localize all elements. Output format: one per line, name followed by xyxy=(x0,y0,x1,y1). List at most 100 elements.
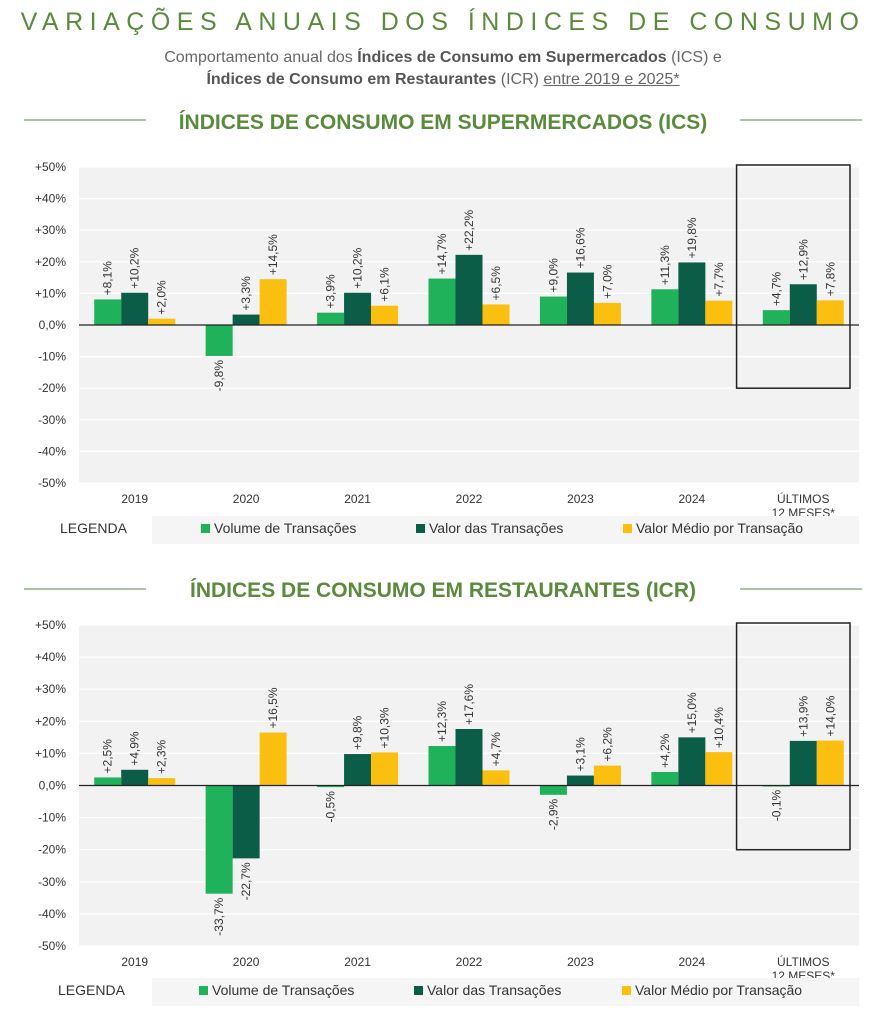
ics-data-label: +19,8% xyxy=(685,217,699,258)
icr-data-label: +3,1% xyxy=(573,737,587,772)
ics-highlight-box xyxy=(735,164,851,389)
icr-y-tick-label: +30% xyxy=(35,682,66,696)
ics-bar-valor-das-transacoes xyxy=(455,254,483,325)
icr-bar-valor-das-transacoes xyxy=(121,769,149,786)
ics-data-label: +10,2% xyxy=(128,247,142,288)
ics-y-tick-label: -30% xyxy=(38,413,66,427)
ics-data-label: +12,9% xyxy=(796,239,810,280)
ics-data-label: +14,5% xyxy=(266,234,280,275)
ics-y-tick-label: +40% xyxy=(35,192,66,206)
icr-y-tick-label: +10% xyxy=(35,746,66,760)
icr-bar-valor-medio-por-transacao xyxy=(705,752,733,786)
ics-x-tick-label: 2021 xyxy=(344,492,371,506)
icr-data-label: +14,0% xyxy=(823,695,837,736)
icr-bar-valor-das-transacoes xyxy=(344,754,372,786)
ics-data-label: +8,1% xyxy=(101,261,115,296)
ics-legend-swatch-valor-das-transacoes xyxy=(416,524,425,533)
icr-y-tick-label: +40% xyxy=(35,650,66,664)
icr-bar-volume-de-transacoes xyxy=(428,746,456,786)
icr-x-tick-label: 2021 xyxy=(344,955,371,969)
icr-legend-label-valor-das-transacoes: Valor das Transações xyxy=(427,982,561,998)
icr-data-label: +10,4% xyxy=(712,707,726,748)
ics-bar-volume-de-transacoes xyxy=(539,296,567,325)
ics-bar-valor-medio-por-transacao xyxy=(593,302,621,325)
ics-bar-valor-medio-por-transacao xyxy=(148,318,176,325)
icr-data-label: +16,5% xyxy=(266,687,280,728)
icr-legend-label-valor-medio-por-transacao: Valor Médio por Transação xyxy=(635,982,802,998)
ics-data-label: +6,5% xyxy=(489,266,503,301)
ics-bar-valor-medio-por-transacao xyxy=(371,305,399,325)
icr-data-label: +17,6% xyxy=(462,684,476,725)
icr-y-tick-label: +20% xyxy=(35,714,66,728)
ics-data-label: +16,6% xyxy=(573,227,587,268)
icr-y-tick-label: -50% xyxy=(38,939,66,953)
icr-data-label: +9,8% xyxy=(351,715,365,750)
icr-legend-box xyxy=(152,978,859,1006)
ics-y-tick-label: +30% xyxy=(35,223,66,237)
icr-y-tick-label: 0,0% xyxy=(39,779,67,793)
ics-bar-valor-medio-por-transacao xyxy=(816,300,844,325)
ics-legend-label-valor-medio-por-transacao: Valor Médio por Transação xyxy=(636,520,803,536)
ics-data-label: +2,0% xyxy=(155,280,169,315)
page-subtitle: Comportamento anual dos Índices de Consu… xyxy=(0,47,886,91)
icr-legend-label-volume-de-transacoes: Volume de Transações xyxy=(212,982,354,998)
ics-bar-volume-de-transacoes xyxy=(205,325,233,356)
ics-bar-valor-das-transacoes xyxy=(678,262,706,325)
icr-x-tick-label: 2024 xyxy=(679,955,706,969)
ics-legend-swatch-volume-de-transacoes xyxy=(201,524,210,533)
ics-bar-volume-de-transacoes xyxy=(428,278,456,325)
icr-data-label: +15,0% xyxy=(685,692,699,733)
ics-legend-label-valor-das-transacoes: Valor das Transações xyxy=(429,520,563,536)
page-title: VARIAÇÕES ANUAIS DOS ÍNDICES DE CONSUMO xyxy=(20,8,866,36)
subtitle-text-2: (ICS) e xyxy=(666,49,722,66)
icr-legend-swatch-valor-medio-por-transacao xyxy=(622,986,631,995)
subtitle-text-3: (ICR) xyxy=(496,71,544,88)
icr-y-tick-label: -20% xyxy=(38,843,66,857)
ics-bar-valor-medio-por-transacao xyxy=(705,300,733,325)
ics-x-tick-label: 2023 xyxy=(567,492,594,506)
ics-bar-valor-medio-por-transacao xyxy=(259,279,287,325)
icr-bar-valor-das-transacoes xyxy=(789,740,817,786)
icr-bar-valor-das-transacoes xyxy=(678,737,706,786)
icr-x-tick-label: 2020 xyxy=(233,955,260,969)
ics-y-tick-label: 0,0% xyxy=(39,318,67,332)
ics-bar-volume-de-transacoes xyxy=(651,289,679,325)
icr-bar-valor-medio-por-transacao xyxy=(148,778,176,786)
icr-data-label: +2,3% xyxy=(155,739,169,774)
ics-data-label: +3,3% xyxy=(239,276,253,311)
icr-bar-valor-medio-por-transacao xyxy=(593,765,621,786)
icr-x-tick-label: 2023 xyxy=(567,955,594,969)
icr-data-label: -0,1% xyxy=(769,790,783,822)
ics-data-label: -9,8% xyxy=(212,360,226,392)
icr-bar-valor-medio-por-transacao xyxy=(816,740,844,786)
ics-data-label: +11,3% xyxy=(658,245,672,285)
icr-data-label: -2,9% xyxy=(546,798,560,830)
icr-bar-volume-de-transacoes xyxy=(94,777,122,786)
ics-data-label: +7,7% xyxy=(712,262,726,297)
icr-bar-volume-de-transacoes xyxy=(651,772,679,786)
ics-chart-title: ÍNDICES DE CONSUMO EM SUPERMERCADOS (ICS… xyxy=(179,111,708,134)
subtitle-period: entre 2019 e 2025* xyxy=(543,71,680,88)
icr-data-label: +6,2% xyxy=(600,727,614,762)
subtitle-bold-icr: Índices de Consumo em Restaurantes xyxy=(206,71,497,88)
icr-data-label: +4,9% xyxy=(128,731,142,766)
ics-data-label: +3,9% xyxy=(324,274,338,309)
icr-chart-title: ÍNDICES DE CONSUMO EM RESTAURANTES (ICR) xyxy=(190,579,696,602)
icr-bar-valor-das-transacoes xyxy=(455,729,483,786)
subtitle-text-1: Comportamento anual dos xyxy=(164,49,358,66)
ics-y-tick-label: +50% xyxy=(35,160,66,174)
icr-y-tick-label: +50% xyxy=(35,618,66,632)
ics-y-tick-label: -20% xyxy=(38,381,66,395)
icr-legend-swatch-valor-das-transacoes xyxy=(414,986,423,995)
icr-data-label: +13,9% xyxy=(796,696,810,737)
ics-bar-valor-das-transacoes xyxy=(121,292,149,325)
ics-bar-volume-de-transacoes xyxy=(94,299,122,325)
icr-y-tick-label: -10% xyxy=(38,811,66,825)
icr-bar-valor-das-transacoes xyxy=(566,775,594,786)
ics-bar-valor-das-transacoes xyxy=(232,314,260,325)
ics-data-label: +7,8% xyxy=(823,262,837,297)
icr-y-tick-label: -30% xyxy=(38,875,66,889)
ics-y-tick-label: +10% xyxy=(35,286,66,300)
ics-x-tick-label: 2022 xyxy=(456,492,483,506)
ics-data-label: +7,0% xyxy=(600,264,614,299)
